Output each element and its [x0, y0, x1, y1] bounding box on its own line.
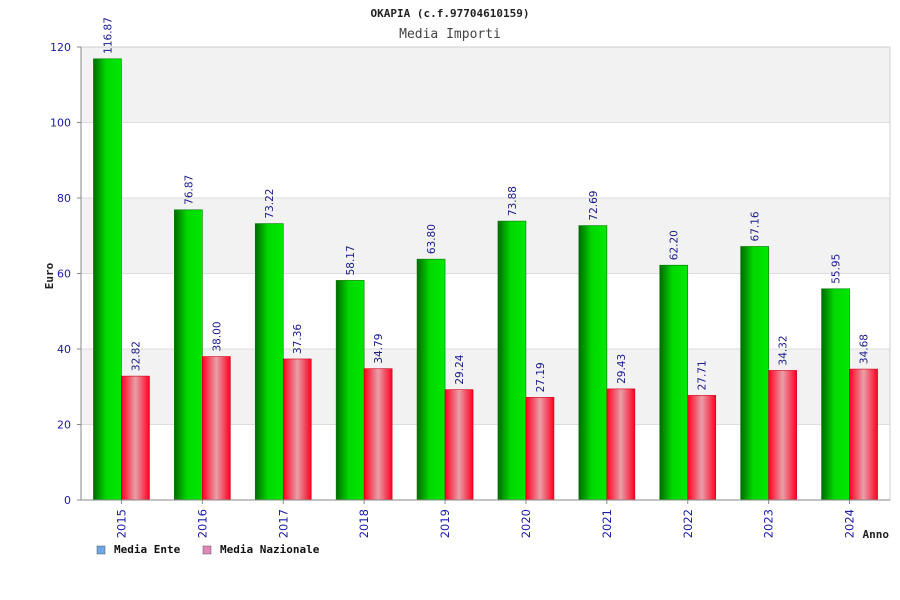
x-tick-label: 2015: [114, 509, 128, 538]
data-label: 34.79: [373, 334, 385, 364]
data-label: 62.20: [669, 230, 681, 260]
data-label: 37.36: [292, 324, 304, 354]
data-label: 29.43: [616, 354, 628, 384]
data-label: 27.71: [697, 360, 709, 390]
bar-media-ente-2023: [740, 246, 769, 501]
data-label: 34.68: [859, 334, 871, 364]
bar-media-nazionale-2019: [444, 389, 474, 501]
bar-media-ente-2024: [821, 288, 850, 501]
legend-swatch-media-nazionale: [202, 545, 212, 555]
bar-media-nazionale-2015: [121, 375, 150, 501]
y-tick-label: 120: [50, 41, 71, 54]
data-label: 55.95: [831, 254, 843, 284]
y-tick-label: 100: [50, 117, 71, 130]
y-axis-label: Euro: [43, 262, 56, 289]
x-tick-label: 2020: [519, 509, 533, 538]
bar-media-ente-2015: [93, 58, 122, 501]
x-tick-label: 2016: [195, 509, 209, 538]
x-tick-label: 2019: [438, 509, 452, 538]
data-label: 27.19: [535, 362, 547, 392]
legend-item-media-nazionale: Media Nazionale: [202, 543, 320, 556]
bar-media-ente-2019: [416, 258, 446, 501]
legend-item-media-ente: Media Ente: [96, 543, 181, 556]
bar-media-nazionale-2024: [849, 368, 878, 501]
chart-title: OKAPIA (c.f.97704610159): [371, 7, 530, 20]
data-label: 34.32: [778, 335, 790, 365]
bar-media-nazionale-2018: [363, 368, 393, 501]
y-tick-labels: 0 20 40 60 80 100 120: [50, 41, 81, 507]
bar-media-ente-2017: [254, 223, 284, 501]
legend-swatch-media-ente: [96, 545, 106, 555]
bar-media-ente-2018: [335, 280, 365, 501]
x-tick-labels: 2015 2016 2017 2018 2019 2020 2021 2022 2023 2024: [114, 500, 857, 538]
x-axis-label: Anno: [863, 528, 890, 541]
y-tick-label: 60: [57, 268, 71, 281]
x-tick-label: 2022: [681, 509, 695, 538]
bar-media-nazionale-2021: [606, 388, 636, 501]
y-tick-label: 80: [57, 192, 71, 205]
data-label: 72.69: [588, 191, 600, 221]
bar-media-nazionale-2016: [202, 356, 231, 501]
data-label: 116.87: [102, 17, 114, 54]
data-label: 76.87: [183, 175, 195, 205]
x-tick-label: 2021: [600, 509, 614, 538]
x-tick-label: 2023: [762, 509, 776, 538]
bar-media-ente-2021: [578, 225, 608, 501]
chart-subtitle: Media Importi: [399, 27, 501, 42]
bar-media-nazionale-2022: [687, 395, 717, 501]
legend-label-media-ente: Media Ente: [114, 543, 181, 556]
bar-media-nazionale-2017: [282, 358, 312, 501]
y-tick-label: 0: [64, 494, 71, 507]
y-tick-label: 20: [57, 419, 71, 432]
data-labels-group: 116.87 32.82 76.87 38.00 73.22 37.36 58.17 34.7…: [102, 17, 870, 392]
data-label: 32.82: [130, 341, 142, 371]
bar-media-nazionale-2023: [768, 370, 797, 501]
bar-media-ente-2016: [174, 209, 203, 501]
bar-media-nazionale-2020: [525, 397, 555, 501]
data-label: 73.88: [507, 186, 519, 216]
data-label: 73.22: [264, 189, 276, 219]
data-label: 58.17: [345, 245, 357, 275]
x-tick-label: 2018: [357, 509, 371, 538]
legend: Media Ente Media Nazionale: [96, 543, 320, 556]
grid-band: [81, 47, 890, 123]
x-tick-label: 2024: [843, 509, 857, 538]
x-tick-label: 2017: [276, 509, 290, 538]
data-label: 38.00: [211, 321, 223, 351]
bars-group: [93, 58, 878, 501]
bar-media-ente-2020: [497, 220, 527, 501]
y-tick-label: 40: [57, 343, 71, 356]
legend-label-media-nazionale: Media Nazionale: [220, 543, 320, 556]
data-label: 63.80: [426, 224, 438, 254]
data-label: 67.16: [750, 211, 762, 241]
bar-media-ente-2022: [659, 264, 689, 501]
data-label: 29.24: [454, 354, 466, 384]
